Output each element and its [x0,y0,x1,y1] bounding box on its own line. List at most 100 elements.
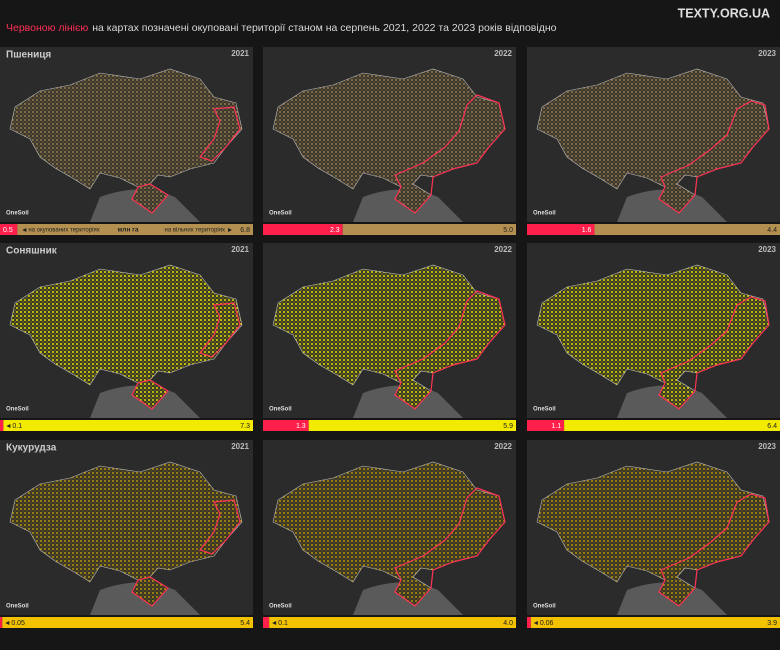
country-area [272,68,506,214]
value-free: 4.0 [503,620,513,627]
value-free: 5.0 [503,227,513,234]
logo: OneSoil [6,211,29,217]
year: 2023 [758,245,776,254]
logo: OneSoil [533,604,556,610]
year: 2022 [494,442,512,451]
year: 2021 [231,49,249,58]
bar: 1.6 4.4 [527,224,780,235]
country-area [272,264,506,410]
crop-name: Соняшник [6,246,58,257]
legend-free: на вільних територіях [165,228,225,234]
bar-free [17,224,254,235]
occupied-outline [658,100,770,214]
logo: OneSoil [269,604,292,610]
bar: 0.1 4.0 [263,617,516,628]
occupied-outline [394,94,506,214]
bar: 0.1 7.3 [0,420,254,431]
legend-occupied: на окупованих територіях [28,228,99,234]
bar-occupied [527,224,595,235]
logo: OneSoil [269,407,292,413]
map-panel: 2022 OneSoil 0.1 4.0 [263,440,516,628]
value-occupied: 1.6 [582,227,592,234]
bar-free [308,420,516,431]
occupied-outline [199,302,241,358]
year: 2022 [494,49,512,58]
country-area [9,68,243,214]
map-panel: 2023 OneSoil 0.06 3.9 [527,440,780,628]
value-occupied: 0.05 [11,620,25,627]
logo: OneSoil [6,604,29,610]
occupied-outline [131,576,169,607]
bar-free [269,617,516,628]
occupied-outline [199,106,241,162]
value-occupied: 0.1 [278,620,288,627]
header-highlight: Червоною лінією [6,22,88,34]
bar-occupied [0,224,18,235]
year: 2021 [231,442,249,451]
bar-free [594,224,780,235]
bar-occupied [527,617,531,628]
bar: 0.05 5.4 [0,617,253,628]
bar-occupied [263,224,343,235]
value-free: 6.4 [767,423,777,430]
panel-grid: Пшениця 2021 OneSoil 0.5 6.8 на окупованих те… [0,47,780,628]
header-body: на картах позначені окуповані території … [92,22,556,34]
occupied-outline [199,499,241,555]
bar-free [564,420,780,431]
country-area [536,461,770,607]
bar: 0.5 6.8 на окупованих територіях млн га на в… [0,224,254,235]
header-text: Червоною лінією на картах позначені окупо… [6,22,557,34]
bar-free [530,617,780,628]
bar-free [342,224,516,235]
map-panel: 2022 OneSoil 1.3 5.9 [263,243,516,431]
year: 2023 [758,49,776,58]
year: 2021 [231,245,249,254]
value-free: 4.4 [767,227,777,234]
value-free: 7.3 [240,423,250,430]
value-free: 6.8 [240,227,250,234]
logo: OneSoil [6,407,29,413]
arrow [272,621,277,625]
map-panel: 2022 OneSoil 2.3 5.0 [263,47,516,235]
country-area [272,461,506,607]
year: 2023 [758,442,776,451]
occupied-outline [394,290,506,410]
occupied-outline [131,379,169,410]
bar-occupied [527,420,565,431]
country-area [9,461,243,607]
year: 2022 [494,245,512,254]
bar: 1.1 6.4 [527,420,780,431]
map-panel: Кукурудза 2021 OneSoil 0.05 5.4 [0,440,253,628]
arrow [6,424,11,428]
bar: 1.3 5.9 [263,420,516,431]
map-panel: 2023 OneSoil 1.6 4.4 [527,47,780,235]
value-occupied: 1.1 [551,423,561,430]
legend-unit: млн га [118,227,139,234]
value-free: 3.9 [767,620,777,627]
value-free: 5.4 [240,620,250,627]
crop-name: Кукурудза [6,443,57,454]
logo: OneSoil [269,211,292,217]
arrow [228,228,232,232]
bar-occupied [0,617,3,628]
bar-occupied [263,420,309,431]
brand: TEXTY.ORG.UA [678,6,770,20]
value-occupied: 0.1 [12,423,22,430]
bar: 0.06 3.9 [527,617,780,628]
logo: OneSoil [533,407,556,413]
value-occupied: 0.06 [540,620,554,627]
occupied-outline [394,487,506,607]
arrow [22,228,27,232]
map-panel: Соняшник 2021 OneSoil 0.1 7.3 [0,243,254,431]
bar-free [3,420,254,431]
country-area [536,264,770,410]
bar-occupied [263,617,270,628]
occupied-outline [131,183,169,214]
value-occupied: 1.3 [296,423,306,430]
arrow [5,621,10,625]
arrow [533,621,538,625]
occupied-outline [658,296,770,410]
bar-free [2,617,253,628]
